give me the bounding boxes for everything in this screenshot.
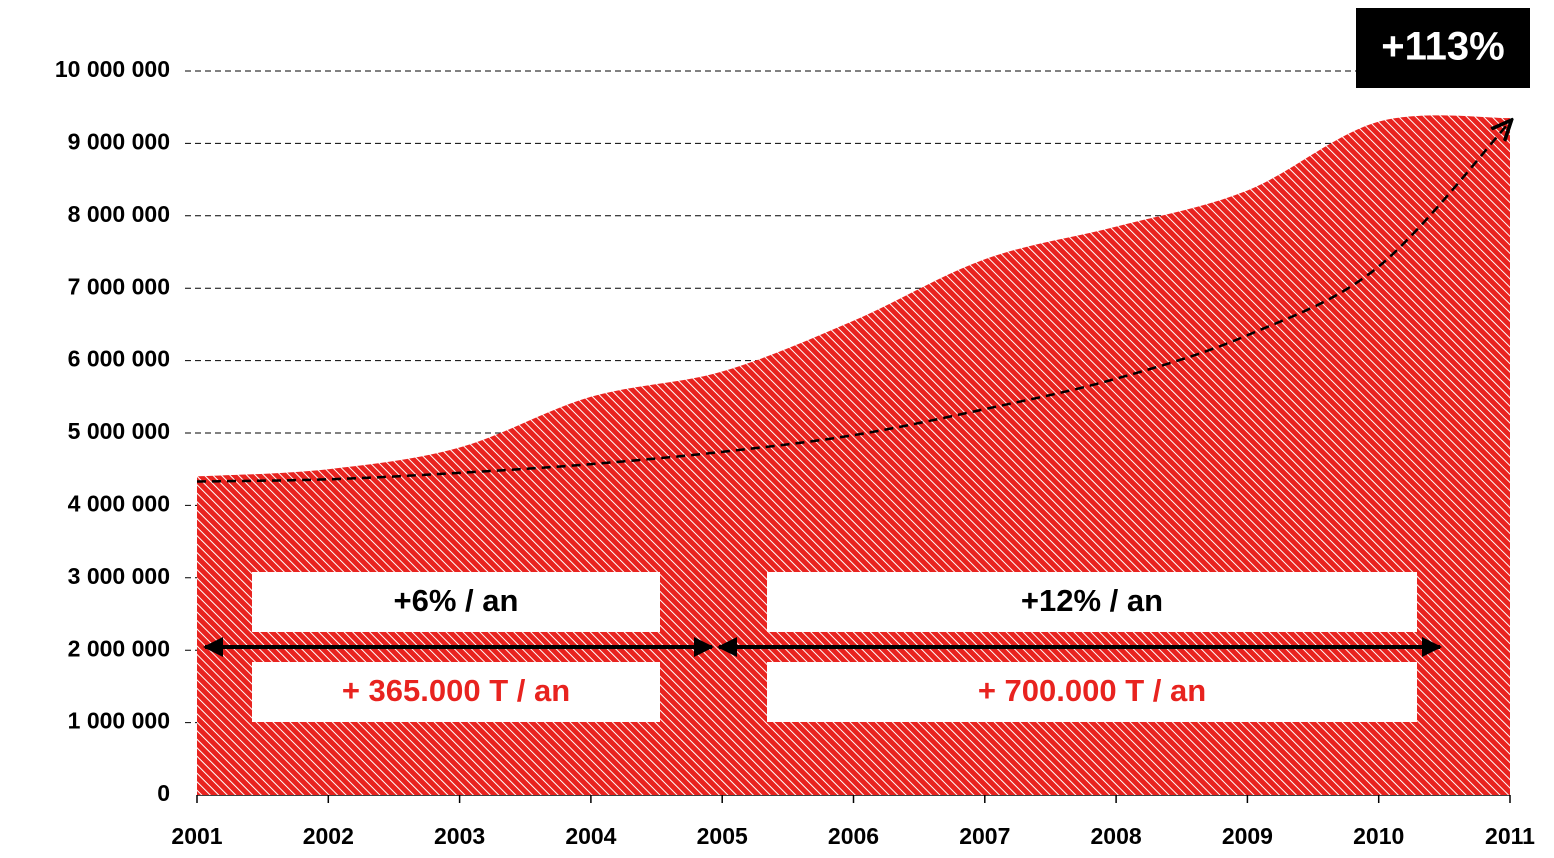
y-tick-label: 7 000 000: [68, 273, 170, 299]
y-tick-label: 8 000 000: [68, 201, 170, 227]
annotation: + 700.000 T / an: [978, 673, 1206, 708]
y-tick-label: 4 000 000: [68, 490, 170, 516]
y-tick-label: 2 000 000: [68, 635, 170, 661]
y-tick-label: 10 000 000: [55, 56, 170, 82]
x-tick-label: 2007: [959, 823, 1010, 849]
x-tick-label: 2002: [303, 823, 354, 849]
x-tick-label: 2005: [697, 823, 748, 849]
x-tick-label: 2010: [1353, 823, 1404, 849]
annotation: +113%: [1381, 25, 1504, 69]
annotation-box: [252, 572, 660, 632]
x-tick-label: 2001: [171, 823, 222, 849]
y-tick-label: 1 000 000: [68, 708, 170, 734]
x-tick-label: 2011: [1485, 823, 1535, 849]
x-tick-label: 2004: [565, 823, 616, 849]
annotation-box: [252, 662, 660, 722]
annotation-box: [1356, 8, 1530, 88]
annotation: +6% / an: [394, 583, 519, 618]
y-tick-label: 5 000 000: [68, 418, 170, 444]
y-tick-label: 9 000 000: [68, 128, 170, 154]
annotation-box: [767, 572, 1417, 632]
y-tick-label: 3 000 000: [68, 563, 170, 589]
annotation: + 365.000 T / an: [342, 673, 570, 708]
x-tick-label: 2008: [1091, 823, 1142, 849]
x-tick-label: 2006: [828, 823, 879, 849]
x-tick-label: 2003: [434, 823, 485, 849]
x-tick-label: 2009: [1222, 823, 1273, 849]
annotation-box: [767, 662, 1417, 722]
annotation: +12% / an: [1021, 583, 1163, 618]
trend-line: [196, 122, 1510, 483]
y-tick-label: 6 000 000: [68, 346, 170, 372]
y-tick-label: 0: [157, 780, 170, 806]
